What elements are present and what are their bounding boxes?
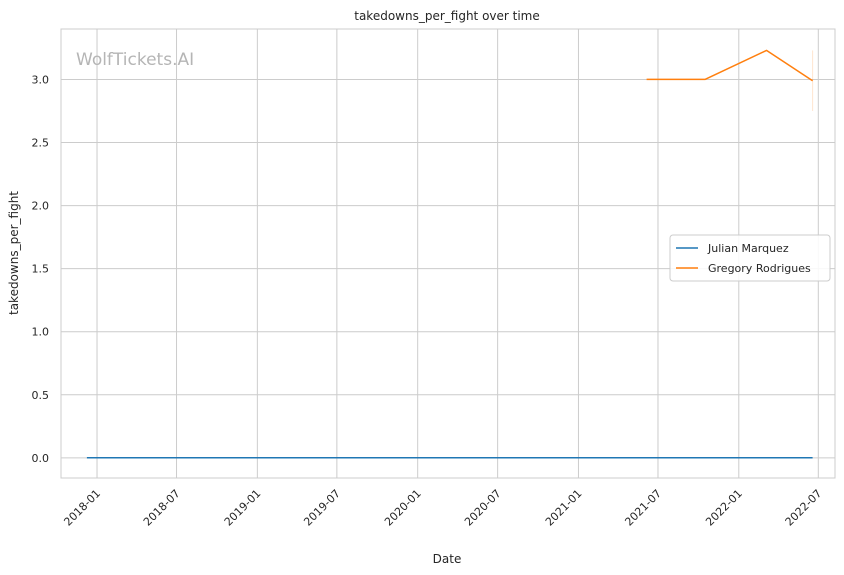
y-tick-label: 1.5	[32, 263, 50, 276]
legend-box	[669, 234, 831, 282]
chart-title: takedowns_per_fight over time	[354, 9, 540, 23]
y-tick-label: 2.5	[32, 137, 50, 150]
y-tick-label: 1.0	[32, 326, 50, 339]
series-layer	[86, 49, 814, 459]
series-line-1	[646, 49, 814, 82]
y-axis-ticks: 0.0 0.5 1.0 1.5 2.0 2.5 3.0	[32, 73, 50, 464]
y-tick-label: 2.0	[32, 200, 50, 213]
y-tick-label: 0.0	[32, 452, 50, 465]
y-axis-title: takedowns_per_fight	[7, 191, 21, 315]
plot-frame	[60, 28, 836, 479]
y-tick-label: 3.0	[32, 73, 50, 86]
x-axis-title: Date	[433, 552, 462, 566]
watermark: WolfTickets.AI	[76, 50, 194, 70]
legend: Julian Marquez Gregory Rodrigues	[669, 234, 831, 282]
y-tick-label: 0.5	[32, 389, 50, 402]
legend-label: Gregory Rodrigues	[708, 262, 811, 275]
legend-label: Julian Marquez	[707, 242, 789, 255]
